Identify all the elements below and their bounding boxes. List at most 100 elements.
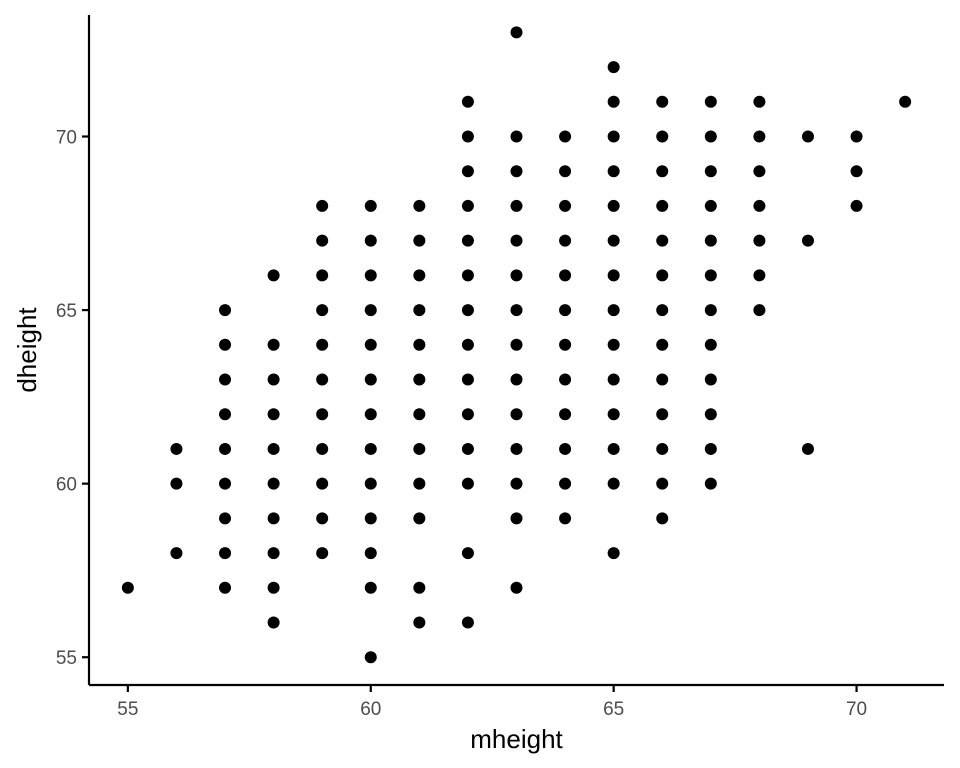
data-point (753, 304, 766, 317)
data-point (413, 269, 426, 282)
data-point (316, 442, 329, 455)
data-point (364, 581, 377, 594)
data-point (607, 408, 620, 421)
data-point (219, 477, 232, 490)
data-point (316, 512, 329, 525)
x-tick-label: 70 (846, 699, 867, 720)
data-point (753, 130, 766, 143)
data-point (267, 616, 280, 629)
data-point (267, 338, 280, 351)
data-point (559, 408, 572, 421)
data-point (364, 373, 377, 386)
data-point (413, 338, 426, 351)
data-point (316, 547, 329, 560)
y-tick-label: 65 (56, 301, 77, 322)
data-point (510, 338, 523, 351)
data-point (461, 547, 474, 560)
data-point (607, 442, 620, 455)
data-point (364, 304, 377, 317)
data-point (559, 512, 572, 525)
data-point (413, 477, 426, 490)
data-point (461, 165, 474, 178)
data-point (656, 199, 669, 212)
data-point (461, 130, 474, 143)
data-point (316, 199, 329, 212)
data-point (607, 373, 620, 386)
data-point (559, 199, 572, 212)
data-point (413, 199, 426, 212)
data-point (559, 477, 572, 490)
data-point (267, 581, 280, 594)
data-point (170, 442, 183, 455)
data-point (364, 651, 377, 664)
data-point (753, 95, 766, 108)
x-axis-ticks: 55 60 65 70 (117, 685, 867, 720)
data-point (461, 616, 474, 629)
data-point (559, 373, 572, 386)
data-point (607, 61, 620, 74)
data-point (364, 477, 377, 490)
data-point (801, 234, 814, 247)
data-point (753, 199, 766, 212)
data-point (364, 338, 377, 351)
data-point (316, 408, 329, 421)
data-point (121, 581, 134, 594)
data-point (510, 165, 523, 178)
data-point (704, 338, 717, 351)
data-point (510, 477, 523, 490)
data-point (413, 512, 426, 525)
data-point (656, 165, 669, 178)
data-point (704, 199, 717, 212)
data-point (607, 304, 620, 317)
data-point (656, 95, 669, 108)
data-point (656, 269, 669, 282)
data-point (656, 477, 669, 490)
data-point (461, 199, 474, 212)
data-point (607, 165, 620, 178)
y-axis-title: dheight (12, 307, 42, 393)
data-point (510, 269, 523, 282)
data-point (219, 338, 232, 351)
data-point (510, 199, 523, 212)
data-point (559, 165, 572, 178)
data-point (267, 269, 280, 282)
data-point (607, 338, 620, 351)
data-point (704, 477, 717, 490)
data-point (461, 234, 474, 247)
data-point (461, 442, 474, 455)
data-point (607, 199, 620, 212)
data-point (413, 581, 426, 594)
data-point (656, 130, 669, 143)
data-point (753, 269, 766, 282)
data-point (704, 408, 717, 421)
data-point (559, 130, 572, 143)
data-point (510, 581, 523, 594)
data-point (850, 165, 863, 178)
data-point (656, 373, 669, 386)
data-point (704, 95, 717, 108)
data-point (364, 512, 377, 525)
data-point (461, 269, 474, 282)
data-point (704, 234, 717, 247)
data-point (316, 338, 329, 351)
y-tick-label: 55 (56, 648, 77, 669)
data-point (219, 581, 232, 594)
data-point (364, 269, 377, 282)
data-point (704, 165, 717, 178)
data-point (267, 512, 280, 525)
data-point (510, 512, 523, 525)
data-point (607, 130, 620, 143)
data-point (219, 547, 232, 560)
data-point (413, 304, 426, 317)
data-point (510, 373, 523, 386)
data-point (364, 408, 377, 421)
data-point (559, 234, 572, 247)
data-point (219, 373, 232, 386)
data-point (656, 442, 669, 455)
data-point (704, 130, 717, 143)
data-point (607, 547, 620, 560)
data-point (267, 477, 280, 490)
data-point (704, 269, 717, 282)
data-point (461, 95, 474, 108)
